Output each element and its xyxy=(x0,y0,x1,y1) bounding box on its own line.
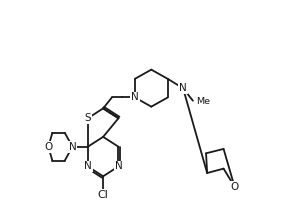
Text: N: N xyxy=(131,92,139,102)
Text: N: N xyxy=(68,142,76,152)
Text: Cl: Cl xyxy=(98,190,109,200)
Text: O: O xyxy=(44,142,52,152)
Text: O: O xyxy=(231,182,239,192)
Text: N: N xyxy=(179,83,187,93)
Text: N: N xyxy=(115,161,122,171)
Text: N: N xyxy=(84,161,92,171)
Text: Me: Me xyxy=(196,97,210,106)
Text: S: S xyxy=(84,113,91,123)
